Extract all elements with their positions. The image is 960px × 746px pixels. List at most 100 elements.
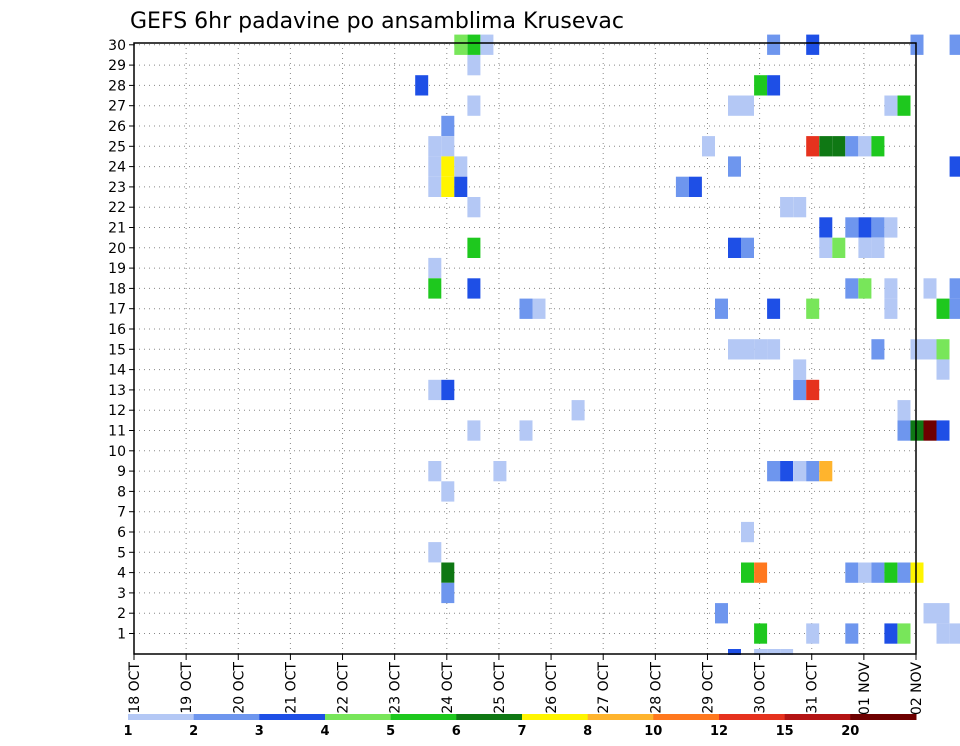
heatmap-cell: [793, 359, 807, 380]
heatmap-cell: [923, 339, 937, 360]
heatmap-cell: [467, 95, 481, 116]
heatmap-cell: [832, 237, 846, 258]
y-tick-label: 19: [108, 261, 126, 277]
x-tick-label: 21 OCT: [283, 662, 299, 714]
heatmap-cell: [910, 339, 924, 360]
x-tick-label: 27 OCT: [596, 662, 612, 714]
heatmap-cells: [415, 34, 960, 655]
heatmap-cell: [741, 339, 754, 360]
heatmap-cell: [884, 217, 898, 238]
heatmap-cell: [923, 278, 937, 299]
heatmap-cell: [819, 136, 833, 157]
y-tick-label: 24: [108, 160, 126, 176]
heatmap-cell: [467, 420, 481, 441]
heatmap-cell: [793, 379, 807, 401]
legend-label: 20: [841, 724, 859, 739]
heatmap-cell: [845, 217, 859, 238]
heatmap-cell: [428, 379, 442, 401]
heatmap-cell: [884, 623, 898, 644]
heatmap-cell: [858, 237, 872, 258]
y-tick-label: 5: [117, 545, 126, 561]
heatmap-cell: [441, 481, 455, 502]
heatmap-cell: [767, 75, 781, 96]
heatmap-cell: [728, 95, 741, 116]
y-tick-label: 30: [108, 38, 126, 54]
heatmap-cell: [767, 34, 781, 55]
heatmap-cell: [754, 649, 768, 655]
heatmap-cell: [806, 461, 820, 482]
heatmap-cell: [884, 95, 898, 116]
legend-label: 4: [320, 724, 329, 739]
legend-swatch: [390, 714, 457, 720]
heatmap-cell: [936, 359, 950, 380]
y-tick-label: 10: [108, 444, 126, 460]
heatmap-cell: [767, 649, 781, 655]
heatmap-cell: [858, 136, 872, 157]
heatmap-cell: [441, 176, 455, 197]
heatmap-cell: [793, 197, 807, 218]
heatmap-cell: [910, 34, 924, 55]
heatmap-cell: [467, 34, 481, 55]
x-axis: 18 OCT 19 OCT 20 OCT 21 OCT 22 OCT 23 OCT 24 O…: [127, 654, 925, 715]
x-tick-label: 31 OCT: [805, 662, 821, 714]
heatmap-cell: [884, 278, 898, 299]
plot-frame: [133, 42, 917, 655]
y-tick-label: 27: [108, 99, 126, 115]
heatmap-cell: [897, 400, 911, 421]
y-tick-label: 23: [108, 180, 126, 196]
heatmap-cell: [858, 562, 872, 583]
legend-swatch: [259, 714, 326, 720]
y-tick-label: 2: [117, 606, 126, 622]
legend-label: 7: [517, 724, 526, 739]
heatmap-cell: [845, 278, 859, 299]
legend-swatch: [850, 714, 917, 720]
legend-swatch: [193, 714, 260, 720]
heatmap-cell: [754, 339, 768, 360]
y-tick-label: 28: [108, 78, 126, 94]
heatmap-cell: [415, 75, 429, 96]
legend-label: 12: [710, 724, 728, 739]
legend-swatch: [128, 714, 195, 720]
y-tick-label: 3: [117, 586, 126, 602]
heatmap-cell: [519, 298, 533, 319]
y-axis: 1234567891011121314151617181920212223242…: [108, 38, 134, 643]
heatmap-cell: [741, 95, 754, 116]
heatmap-cell: [936, 420, 950, 441]
heatmap-cell: [480, 34, 494, 55]
heatmap-cell: [441, 379, 455, 401]
heatmap-cell: [467, 237, 481, 258]
legend-label: 1: [123, 724, 132, 739]
heatmap-cell: [806, 298, 820, 319]
heatmap-cell: [923, 603, 937, 624]
heatmap-cell: [728, 237, 741, 258]
heatmap-cell: [428, 461, 442, 482]
heatmap-cell: [441, 156, 455, 177]
y-tick-label: 8: [117, 484, 126, 500]
heatmap-cell: [519, 420, 533, 441]
heatmap-cell: [949, 623, 960, 644]
y-tick-label: 12: [108, 403, 126, 419]
x-tick-label: 18 OCT: [127, 662, 143, 714]
y-tick-label: 13: [108, 383, 126, 399]
heatmap-cell: [754, 562, 768, 583]
x-tick-label: 29 OCT: [700, 662, 716, 714]
heatmap-cell: [897, 95, 911, 116]
x-tick-label: 24 OCT: [440, 662, 456, 714]
grid: [134, 43, 916, 654]
x-tick-label: 22 OCT: [336, 662, 352, 714]
x-tick-label: 26 OCT: [544, 662, 560, 714]
heatmap-cell: [897, 623, 911, 644]
heatmap-cell: [467, 278, 481, 299]
heatmap-cell: [806, 623, 820, 644]
heatmap-cell: [428, 257, 442, 279]
y-tick-label: 9: [117, 464, 126, 480]
legend-label: 3: [255, 724, 264, 739]
color-legend: 1 2 3 4 5 6 7 8 10 12 15 20: [123, 714, 917, 739]
heatmap-cell: [910, 562, 924, 583]
heatmap-cell: [819, 461, 833, 482]
legend-label: 10: [644, 724, 662, 739]
heatmap-cell: [741, 237, 754, 258]
x-tick-label: 28 OCT: [648, 662, 664, 714]
y-tick-label: 1: [117, 627, 126, 643]
